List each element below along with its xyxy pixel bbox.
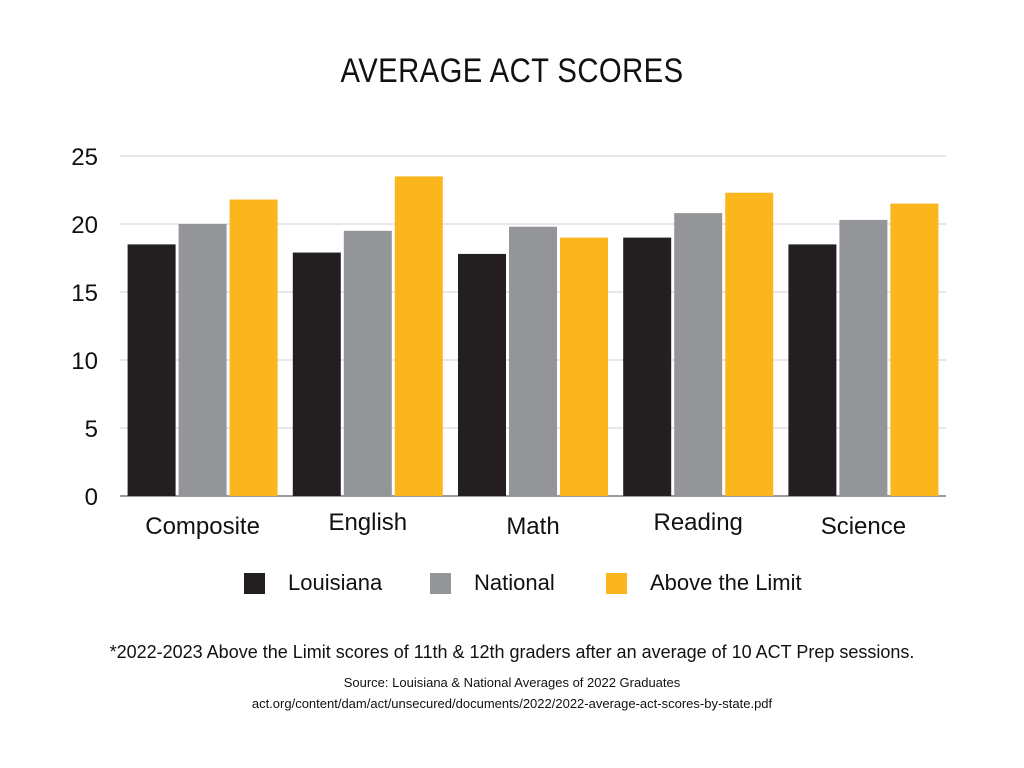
x-axis-labels: Composite English Math Reading Science [145, 509, 906, 540]
bar-louisiana-english [292, 252, 341, 496]
x-category-label: Science [821, 513, 906, 540]
bar-national-math [509, 226, 557, 496]
bar-above-the-limit-math [560, 237, 608, 496]
bar-louisiana-science [788, 244, 837, 496]
x-category-label: Composite [145, 513, 260, 540]
bar-national-reading [674, 213, 723, 496]
legend-swatch-national [430, 572, 451, 594]
bar-above-the-limit-reading [725, 192, 774, 496]
legend-label-national: National [474, 570, 555, 595]
legend-label-above-the-limit: Above the Limit [650, 570, 802, 595]
source-url: act.org/content/dam/act/unsecured/docume… [251, 696, 773, 711]
legend-label-louisiana: Louisiana [288, 570, 383, 595]
legend: Louisiana National Above the Limit [0, 568, 1024, 598]
x-category-label: Reading [653, 509, 742, 536]
y-tick-label: 15 [71, 280, 98, 307]
legend-swatch-above-the-limit [606, 572, 627, 594]
bar-louisiana-math [458, 253, 506, 496]
source-text: Source: Louisiana & National Averages of… [343, 675, 681, 690]
bar-above-the-limit-composite [229, 199, 278, 496]
legend-item-louisiana: Louisiana [244, 568, 382, 598]
x-category-label: English [328, 509, 407, 536]
footnote: *2022-2023 Above the Limit scores of 11t… [109, 642, 915, 662]
bar-national-composite [178, 224, 227, 496]
y-tick-label: 5 [85, 416, 98, 443]
y-tick-label: 10 [71, 348, 98, 375]
bar-above-the-limit-science [890, 203, 939, 496]
chart-title: AVERAGE ACT SCORES [340, 52, 684, 90]
bar-national-english [343, 230, 392, 497]
bars [127, 176, 939, 497]
y-tick-label: 0 [85, 484, 98, 511]
y-tick-label: 25 [71, 144, 98, 171]
y-axis-ticks: 0 5 10 15 20 25 [71, 144, 98, 511]
bar-chart: 0 5 10 15 20 25 Composite English Math Reading Sc… [71, 144, 946, 540]
legend-item-above-the-limit: Above the Limit [606, 568, 802, 598]
bar-louisiana-reading [623, 237, 672, 496]
legend-item-national: National [430, 568, 555, 598]
bar-national-science [839, 219, 888, 497]
legend-swatch-louisiana [244, 572, 265, 594]
bar-above-the-limit-english [394, 176, 443, 496]
x-category-label: Math [506, 513, 559, 540]
y-tick-label: 20 [71, 212, 98, 239]
bar-louisiana-composite [127, 244, 176, 496]
